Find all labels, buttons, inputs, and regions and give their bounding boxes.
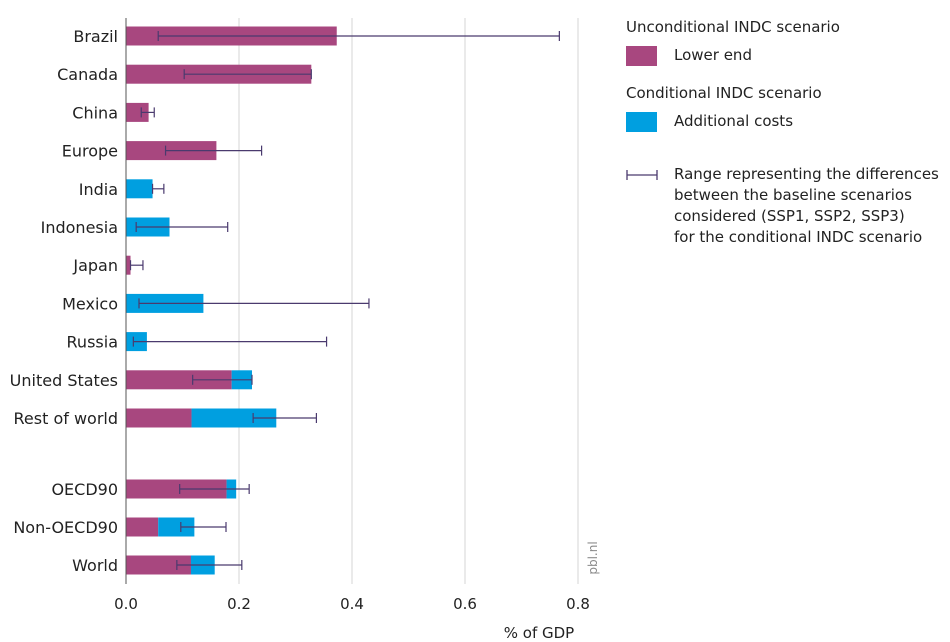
x-tick-labels: 0.0 0.2 0.4 0.6 0.8 — [114, 595, 590, 613]
category-label: Brazil — [73, 27, 118, 46]
x-tick-label: 0.6 — [453, 595, 477, 613]
legend-heading-conditional: Conditional INDC scenario — [626, 84, 822, 102]
range-whisker — [176, 560, 243, 570]
range-whisker-icon — [626, 170, 658, 180]
category-label: Mexico — [62, 294, 118, 313]
range-whisker — [192, 374, 253, 385]
range-whisker — [183, 69, 312, 80]
category-label: Rest of world — [14, 409, 119, 428]
range-whisker — [151, 183, 165, 194]
bar-segment — [126, 370, 232, 390]
bar-segment — [126, 408, 192, 428]
legend-item-lower-end: Lower end — [626, 44, 950, 70]
lower-end-swatch — [626, 46, 657, 66]
range-whisker — [138, 298, 370, 309]
category-label: Japan — [72, 256, 118, 275]
category-label: China — [72, 103, 118, 122]
range-whisker — [180, 522, 227, 532]
legend: Unconditional INDC scenario Lower end Co… — [626, 16, 950, 246]
bar-segment — [126, 517, 159, 537]
category-label: Canada — [57, 65, 118, 84]
range-whisker — [135, 222, 229, 232]
range-whisker — [132, 336, 328, 347]
category-labels: Brazil Canada China Europe India Indonesia Jap… — [10, 27, 118, 575]
watermark: pbl.nl — [586, 541, 600, 574]
legend-label-additional-costs: Additional costs — [674, 112, 794, 130]
category-label: World — [72, 556, 118, 575]
category-label: Indonesia — [41, 218, 118, 237]
range-whisker — [157, 31, 560, 41]
bar-segment — [126, 255, 131, 275]
bar-segment — [126, 102, 149, 122]
gridlines — [238, 18, 579, 584]
category-label: OECD90 — [51, 480, 118, 499]
bars — [126, 26, 337, 575]
bar-segment — [126, 479, 227, 499]
x-tick-label: 0.2 — [227, 595, 251, 613]
range-whisker — [179, 484, 250, 494]
range-whisker — [129, 260, 144, 271]
x-axis-title: % of GDP — [504, 624, 574, 642]
category-label: Europe — [62, 142, 118, 161]
legend-label-lower-end: Lower end — [674, 46, 752, 64]
bar-segment — [126, 179, 153, 199]
legend-item-additional-costs: Additional costs — [626, 110, 950, 136]
bar-segment — [158, 517, 195, 537]
legend-label-range: Range representing the differences betwe… — [674, 165, 939, 246]
category-label: Non-OECD90 — [13, 518, 118, 537]
legend-heading-unconditional: Unconditional INDC scenario — [626, 18, 840, 36]
range-whisker — [140, 107, 155, 118]
bar-segment — [126, 555, 191, 575]
x-tick-label: 0.0 — [114, 595, 138, 613]
x-tick-label: 0.4 — [340, 595, 364, 613]
range-whisker — [252, 413, 318, 423]
bar-segment — [191, 408, 277, 428]
x-tick-label: 0.8 — [566, 595, 590, 613]
category-label: Russia — [67, 333, 118, 352]
range-whiskers — [129, 31, 560, 570]
additional-costs-swatch — [626, 112, 657, 132]
range-whisker — [164, 145, 263, 156]
category-label: United States — [10, 371, 118, 390]
category-label: India — [79, 180, 118, 199]
